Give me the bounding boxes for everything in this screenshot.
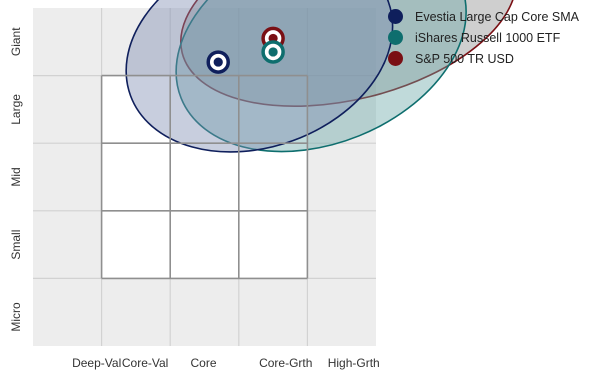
centroid-markers	[206, 26, 285, 74]
x-axis-tick-label: Deep-Val	[72, 356, 121, 370]
centroid-point-core	[268, 47, 278, 57]
y-axis-labels: Micro Small Mid Large Giant	[9, 27, 23, 332]
x-axis-labels: Deep-Val Core-Val Core Core-Grth High-Grth	[72, 356, 380, 370]
style-box-grid	[100, 74, 309, 280]
x-axis-tick-label: Core-Val	[122, 356, 168, 370]
legend-swatch-icon	[388, 9, 403, 24]
y-axis-tick-label: Micro	[9, 302, 23, 332]
legend-label: Evestia Large Cap Core SMA	[415, 9, 579, 24]
legend-swatch-icon	[388, 51, 403, 66]
legend-item: S&P 500 TR USD	[388, 48, 579, 69]
centroid-point-core	[213, 57, 223, 67]
ownership-zone-ellipse	[175, 0, 467, 153]
style-box-fill	[101, 75, 308, 279]
ownership-zones	[101, 0, 518, 279]
legend: Evestia Large Cap Core SMA iShares Russe…	[388, 6, 579, 69]
y-axis-tick-label: Mid	[9, 167, 23, 186]
y-axis-tick-label: Giant	[9, 27, 23, 56]
legend-item: Evestia Large Cap Core SMA	[388, 6, 579, 27]
x-axis-tick-label: Core-Grth	[259, 356, 312, 370]
x-axis-tick-label: Core	[191, 356, 217, 370]
ownership-zone-ellipse	[125, 0, 394, 153]
legend-swatch-icon	[388, 30, 403, 45]
x-axis-tick-label: High-Grth	[328, 356, 380, 370]
y-axis-tick-label: Large	[9, 94, 23, 125]
legend-label: S&P 500 TR USD	[415, 51, 514, 66]
y-axis-tick-label: Small	[9, 230, 23, 260]
legend-label: iShares Russell 1000 ETF	[415, 30, 561, 45]
legend-item: iShares Russell 1000 ETF	[388, 27, 579, 48]
